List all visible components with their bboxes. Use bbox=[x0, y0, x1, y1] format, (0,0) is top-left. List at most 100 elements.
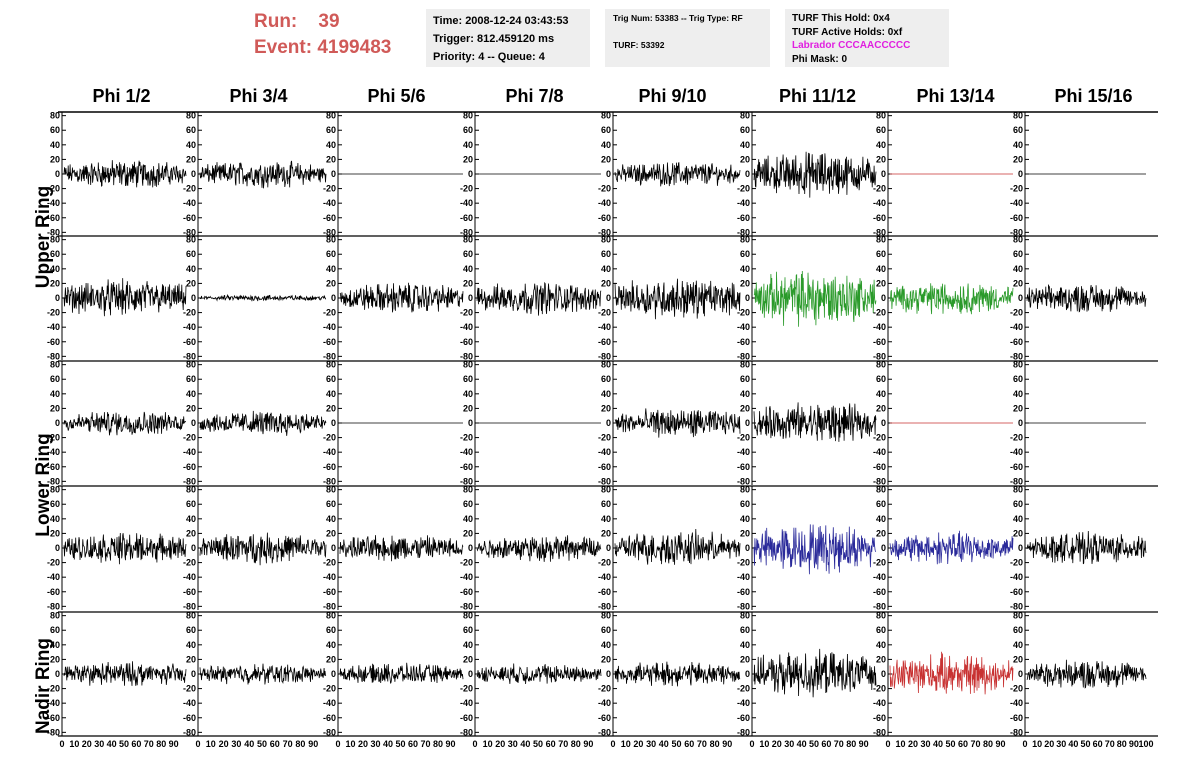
y-tick-label: -20 bbox=[460, 184, 473, 194]
column-header-phi-3-4: Phi 3/4 bbox=[229, 86, 288, 106]
y-tick-label: -20 bbox=[737, 684, 750, 694]
y-tick-label: 60 bbox=[326, 499, 336, 509]
y-tick-label: 40 bbox=[601, 389, 611, 399]
y-tick-label: -60 bbox=[598, 713, 611, 723]
trigger-time-box: Time: 2008-12-24 03:43:53 Trigger: 812.4… bbox=[426, 9, 590, 67]
x-tick-label: 40 bbox=[933, 739, 943, 749]
y-tick-label: -40 bbox=[737, 447, 750, 457]
column-header-phi-13-14: Phi 13/14 bbox=[916, 86, 995, 106]
y-tick-label: 0 bbox=[881, 543, 886, 553]
x-tick-label: 60 bbox=[270, 739, 280, 749]
column-header-phi-1-2: Phi 1/2 bbox=[92, 86, 151, 106]
x-tick-label: 10 bbox=[759, 739, 769, 749]
y-tick-label: 20 bbox=[601, 654, 611, 664]
y-tick-label: -80 bbox=[873, 227, 886, 237]
y-tick-label: -40 bbox=[873, 322, 886, 332]
y-tick-label: 20 bbox=[1013, 154, 1023, 164]
y-tick-label: -40 bbox=[1010, 447, 1023, 457]
x-tick-label: 100 bbox=[1138, 739, 1153, 749]
x-tick-label: 70 bbox=[1105, 739, 1115, 749]
y-tick-label: 0 bbox=[881, 418, 886, 428]
y-tick-label: 40 bbox=[601, 640, 611, 650]
x-tick-label: 70 bbox=[697, 739, 707, 749]
x-tick-label: 20 bbox=[1044, 739, 1054, 749]
x-tick-label: 20 bbox=[908, 739, 918, 749]
y-tick-label: -80 bbox=[323, 227, 336, 237]
x-tick-label: 70 bbox=[144, 739, 154, 749]
y-tick-label: 60 bbox=[50, 374, 60, 384]
y-tick-label: 80 bbox=[876, 485, 886, 495]
y-tick-label: 80 bbox=[50, 360, 60, 370]
waveform-trace bbox=[199, 663, 327, 685]
y-tick-label: 0 bbox=[55, 418, 60, 428]
labrador-text: Labrador CCCAACCCCC bbox=[792, 40, 911, 51]
y-tick-label: 0 bbox=[331, 169, 336, 179]
y-tick-label: -40 bbox=[737, 198, 750, 208]
y-tick-label: 80 bbox=[601, 611, 611, 621]
y-tick-label: -20 bbox=[183, 308, 196, 318]
y-tick-label: 40 bbox=[601, 140, 611, 150]
y-tick-label: 0 bbox=[1018, 293, 1023, 303]
x-tick-label: 80 bbox=[1117, 739, 1127, 749]
priority-text: Priority: 4 -- Queue: 4 bbox=[433, 51, 545, 63]
y-tick-label: 40 bbox=[1013, 389, 1023, 399]
y-tick-label: 20 bbox=[876, 403, 886, 413]
y-tick-label: 40 bbox=[50, 640, 60, 650]
y-tick-label: 80 bbox=[186, 235, 196, 245]
y-tick-label: -80 bbox=[873, 351, 886, 361]
y-tick-label: 40 bbox=[1013, 640, 1023, 650]
y-tick-label: -40 bbox=[183, 572, 196, 582]
y-tick-label: 20 bbox=[740, 654, 750, 664]
waveform-trace bbox=[1026, 530, 1147, 565]
y-tick-label: -60 bbox=[323, 213, 336, 223]
y-tick-label: 80 bbox=[186, 111, 196, 121]
y-tick-label: -20 bbox=[323, 308, 336, 318]
y-tick-label: 0 bbox=[1018, 169, 1023, 179]
y-tick-label: 20 bbox=[326, 654, 336, 664]
y-tick-label: 60 bbox=[876, 499, 886, 509]
y-tick-label: -80 bbox=[1010, 227, 1023, 237]
x-tick-label: 60 bbox=[958, 739, 968, 749]
y-tick-label: -60 bbox=[1010, 337, 1023, 347]
y-tick-label: 40 bbox=[876, 514, 886, 524]
x-tick-label: 40 bbox=[659, 739, 669, 749]
y-tick-label: 80 bbox=[1013, 235, 1023, 245]
y-tick-label: 40 bbox=[50, 389, 60, 399]
y-tick-label: -80 bbox=[598, 727, 611, 737]
y-tick-label: 20 bbox=[326, 403, 336, 413]
x-tick-label: 90 bbox=[169, 739, 179, 749]
y-tick-label: -80 bbox=[323, 601, 336, 611]
y-tick-label: 20 bbox=[601, 278, 611, 288]
phi-mask-text: Phi Mask: 0 bbox=[792, 53, 848, 65]
turf-num-text: TURF: 53392 bbox=[613, 40, 665, 50]
y-tick-label: 40 bbox=[601, 264, 611, 274]
y-tick-label: 60 bbox=[463, 625, 473, 635]
y-tick-label: 20 bbox=[601, 403, 611, 413]
y-tick-label: -60 bbox=[873, 587, 886, 597]
y-tick-label: -20 bbox=[183, 184, 196, 194]
y-tick-label: -60 bbox=[598, 587, 611, 597]
waveform-trace bbox=[199, 532, 327, 566]
y-tick-label: 20 bbox=[186, 278, 196, 288]
column-header-phi-11-12: Phi 11/12 bbox=[778, 86, 857, 106]
y-tick-label: 80 bbox=[463, 485, 473, 495]
x-tick-label: 70 bbox=[283, 739, 293, 749]
x-tick-label: 10 bbox=[345, 739, 355, 749]
y-tick-label: -40 bbox=[598, 572, 611, 582]
y-tick-label: 20 bbox=[876, 154, 886, 164]
x-tick-label: 80 bbox=[846, 739, 856, 749]
y-tick-label: 20 bbox=[463, 154, 473, 164]
y-tick-label: 60 bbox=[186, 625, 196, 635]
trig-num-text: Trig Num: 53383 -- Trig Type: RF bbox=[613, 13, 743, 23]
y-tick-label: -60 bbox=[598, 337, 611, 347]
y-tick-label: 0 bbox=[331, 293, 336, 303]
y-tick-label: 0 bbox=[55, 669, 60, 679]
y-tick-label: 20 bbox=[463, 278, 473, 288]
y-tick-label: -20 bbox=[47, 184, 60, 194]
y-tick-label: -80 bbox=[183, 476, 196, 486]
y-tick-label: -60 bbox=[1010, 713, 1023, 723]
x-tick-label: 50 bbox=[671, 739, 681, 749]
y-tick-label: 20 bbox=[463, 528, 473, 538]
y-tick-label: -80 bbox=[323, 351, 336, 361]
x-tick-label: 0 bbox=[749, 739, 754, 749]
